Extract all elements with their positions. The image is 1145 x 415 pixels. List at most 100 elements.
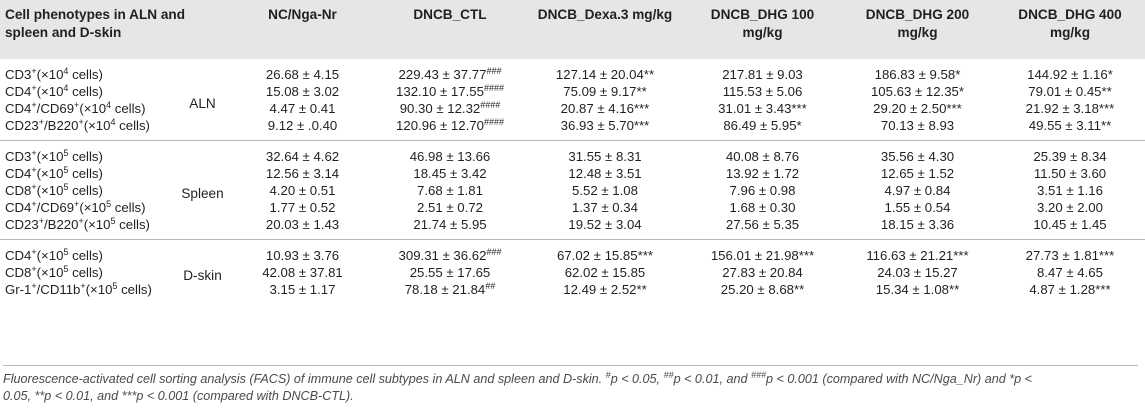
value-text: 12.49 ± 2.52** — [563, 282, 647, 297]
phenotype-unit-sup: 4 — [63, 83, 69, 93]
value-cell: 7.68 ± 1.81 — [375, 182, 525, 199]
value-text: 105.63 ± 12.35* — [870, 84, 965, 99]
phenotype-unit-sup: 5 — [106, 199, 112, 209]
value-text: 12.65 ± 1.52 — [880, 166, 955, 181]
value-cell: 27.56 ± 5.35 — [685, 216, 840, 240]
value-text: 18.45 ± 3.42 — [413, 166, 487, 181]
value-text: 115.53 ± 5.06 — [722, 84, 803, 99]
phenotype-mid-sup: + — [74, 199, 80, 209]
phenotype-unit-sup: 4 — [106, 100, 112, 110]
value-text: 2.51 ± 0.72 — [417, 200, 483, 215]
phenotype-unit-tail: cells) — [68, 183, 103, 198]
phenotype-unit-tail: cells) — [68, 84, 103, 99]
phenotype-phen-unit: (×10 — [79, 101, 107, 116]
phenotype-unit-tail: cells) — [111, 101, 146, 116]
value-cell: 120.96 ± 12.70#### — [375, 117, 525, 141]
value-text: 26.68 ± 4.15 — [265, 67, 340, 82]
phenotype-phen-unit: (×10 — [36, 84, 64, 99]
value-cell: 86.49 ± 5.95* — [685, 117, 840, 141]
significance-mark: ## — [485, 281, 496, 291]
header-cell-dhg400: DNCB_DHG 400 mg/kg — [995, 0, 1145, 59]
value-cell: 32.64 ± 4.62 — [230, 140, 375, 165]
phenotype-phen-unit: (×10 — [36, 67, 64, 82]
value-cell: 156.01 ± 21.98*** — [685, 239, 840, 264]
value-cell: 4.47 ± 0.41 — [230, 100, 375, 117]
value-text: 75.09 ± 9.17** — [563, 84, 647, 99]
value-text: 18.15 ± 3.36 — [880, 217, 955, 232]
value-cell: 3.20 ± 2.00 — [995, 199, 1145, 216]
phenotype-cell: CD4+/CD69+(×104 cells) — [0, 100, 175, 117]
caption-text-5: 0.05, **p < 0.01, and ***p < 0.001 (comp… — [3, 389, 354, 403]
phenotype-cell: CD3+(×105 cells) — [0, 140, 175, 165]
value-text: 29.20 ± 2.50*** — [873, 101, 962, 116]
value-text: 10.93 ± 3.76 — [265, 248, 340, 263]
value-cell: 27.73 ± 1.81*** — [995, 239, 1145, 264]
value-text: 12.56 ± 3.14 — [265, 166, 340, 181]
value-text: 90.30 ± 12.32 — [399, 101, 481, 116]
value-text: 4.47 ± 0.41 — [269, 101, 336, 116]
value-cell: 4.20 ± 0.51 — [230, 182, 375, 199]
value-text: 79.01 ± 0.45** — [1028, 84, 1112, 99]
value-cell: 4.87 ± 1.28*** — [995, 281, 1145, 304]
phenotype-cell: CD4+(×105 cells) — [0, 239, 175, 264]
value-cell: 62.02 ± 15.85 — [525, 264, 685, 281]
group-label: Spleen — [175, 140, 230, 240]
value-text: 40.08 ± 8.76 — [725, 149, 800, 164]
value-cell: 1.55 ± 0.54 — [840, 199, 995, 216]
value-cell: 29.20 ± 2.50*** — [840, 100, 995, 117]
value-text: 116.63 ± 21.21*** — [866, 248, 969, 263]
value-cell: 35.56 ± 4.30 — [840, 140, 995, 165]
table-row: CD3+(×105 cells) Spleen 32.64 ± 4.62 46.98 … — [0, 140, 1145, 240]
phenotype-cell: CD23+/B220+(×105 cells) — [0, 216, 175, 240]
phenotype-phen-sup: + — [31, 281, 37, 291]
phenotype-cell: CD3+(×104 cells) — [0, 59, 175, 83]
phenotype-phen-unit: (×10 — [36, 248, 64, 263]
phenotype-phen-unit: (×10 — [83, 118, 111, 133]
value-text: 25.20 ± 8.68** — [720, 282, 805, 297]
value-text: 1.55 ± 0.54 — [884, 200, 951, 215]
phenotype-unit-sup: 4 — [110, 117, 116, 127]
value-cell: 20.03 ± 1.43 — [230, 216, 375, 240]
significance-mark: #### — [483, 83, 504, 93]
value-cell: 9.12 ± .0.40 — [230, 117, 375, 141]
phenotype-unit-sup: 4 — [63, 66, 69, 76]
phenotype-phen-mid: /CD69 — [36, 200, 75, 215]
phenotype-cell: CD8+(×105 cells) — [0, 182, 175, 199]
value-cell: 25.39 ± 8.34 — [995, 140, 1145, 165]
value-cell: 49.55 ± 3.11** — [995, 117, 1145, 141]
value-cell: 79.01 ± 0.45** — [995, 83, 1145, 100]
phenotype-unit-tail: cells) — [68, 265, 103, 280]
value-text: 1.68 ± 0.30 — [729, 200, 796, 215]
phenotype-phen-main: CD4 — [5, 200, 32, 215]
value-text: 3.15 ± 1.17 — [269, 282, 336, 297]
phenotype-phen-sup: + — [31, 148, 37, 158]
value-text: 25.55 ± 17.65 — [409, 265, 491, 280]
table-row: Gr-1+/CD11b+(×105 cells) 3.15 ± 1.17 78.18… — [0, 281, 1145, 304]
phenotype-unit-sup: 5 — [110, 216, 116, 226]
value-text: 10.45 ± 1.45 — [1033, 217, 1107, 232]
phenotype-phen-sup: + — [31, 83, 37, 93]
value-cell: 7.96 ± 0.98 — [685, 182, 840, 199]
phenotype-phen-sup: + — [31, 264, 37, 274]
value-cell: 18.45 ± 3.42 — [375, 165, 525, 182]
value-cell: 127.14 ± 20.04** — [525, 59, 685, 83]
phenotype-phen-sup: + — [38, 117, 44, 127]
phenotype-phen-main: CD8 — [5, 265, 32, 280]
header-cell-phenotype: Cell phenotypes in ALN and spleen and D-… — [0, 0, 230, 59]
value-text: 62.02 ± 15.85 — [564, 265, 646, 280]
phenotype-phen-unit: (×10 — [36, 149, 64, 164]
value-text: 3.51 ± 1.16 — [1037, 183, 1103, 198]
phenotype-cell: CD4+(×105 cells) — [0, 165, 175, 182]
value-cell: 1.68 ± 0.30 — [685, 199, 840, 216]
phenotype-phen-main: CD4 — [5, 101, 32, 116]
value-text: 132.10 ± 17.55 — [396, 84, 484, 99]
caption-text-1: Fluorescence-activated cell sorting anal… — [3, 372, 606, 386]
value-text: 7.96 ± 0.98 — [729, 183, 796, 198]
value-text: 32.64 ± 4.62 — [265, 149, 340, 164]
caption-text-3: p < 0.01, and — [673, 372, 751, 386]
caption-mark-2: ## — [663, 370, 674, 380]
phenotype-phen-unit: (×10 — [83, 217, 111, 232]
value-cell: 78.18 ± 21.84## — [375, 281, 525, 304]
value-text: 12.48 ± 3.51 — [568, 166, 642, 181]
phenotype-phen-main: CD4 — [5, 248, 32, 263]
